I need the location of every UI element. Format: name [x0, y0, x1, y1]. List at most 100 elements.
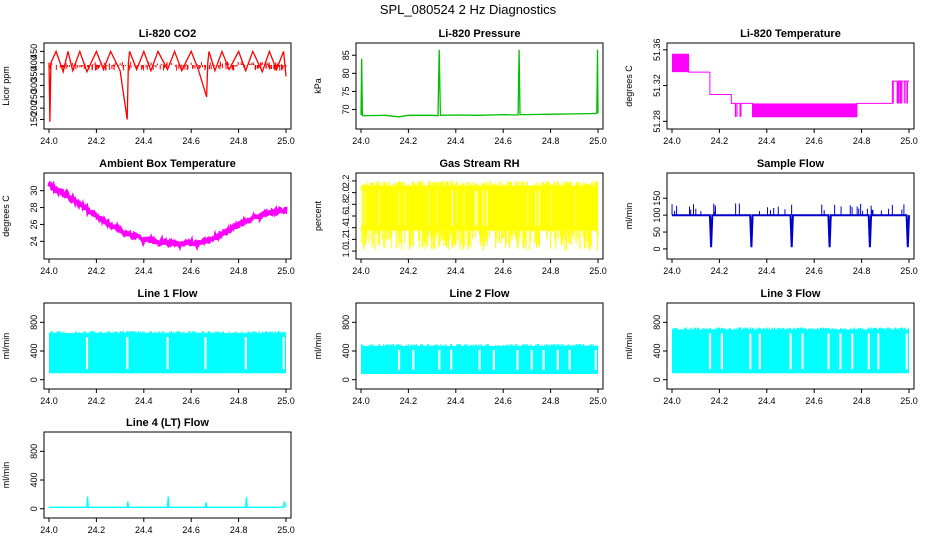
y-tick-label: 0 [652, 246, 662, 251]
y-tick-label: 200 [29, 101, 39, 116]
y-tick-label: 30 [29, 186, 39, 196]
x-tick-label: 24.0 [352, 136, 370, 146]
x-tick-label: 24.2 [711, 136, 729, 146]
chart-title: Sample Flow [757, 158, 825, 170]
x-tick-label: 24.2 [400, 396, 418, 406]
series-gap [85, 337, 89, 370]
x-tick-label: 25.0 [900, 136, 918, 146]
y-tick-label: 0 [29, 377, 39, 382]
x-tick-label: 25.0 [900, 266, 918, 276]
y-axis-label: Licor ppm [1, 66, 11, 106]
x-tick-label: 24.6 [805, 266, 823, 276]
y-tick-label: 450 [29, 44, 39, 59]
series-line [49, 496, 287, 508]
series-gap [556, 350, 559, 370]
x-tick-label: 24.0 [663, 266, 681, 276]
x-tick-label: 24.2 [711, 266, 729, 276]
series-gap [492, 350, 495, 370]
y-tick-label: 0 [29, 506, 39, 511]
y-tick-label: 1.4 [341, 221, 351, 234]
plot-area [360, 180, 599, 251]
x-tick-label: 24.4 [758, 266, 776, 276]
x-tick-label: 25.0 [589, 136, 607, 146]
series-gap [905, 333, 908, 370]
series-line [360, 49, 599, 118]
y-tick-label: 50 [652, 227, 662, 237]
chart-panel-4: Ambient Box Temperature degrees C 24.0 24.2… [1, 158, 295, 276]
x-tick-label: 24.4 [758, 136, 776, 146]
plot-area [671, 327, 910, 374]
y-axis-label: ml/min [624, 333, 634, 360]
x-tick-label: 24.2 [88, 266, 106, 276]
x-tick-label: 24.8 [230, 266, 248, 276]
series-gap [282, 337, 285, 370]
chart-panel-7: Line 1 Flow ml/min 24.0 24.2 24.4 24.6 24.8 25.… [1, 288, 295, 406]
series-gap [438, 350, 441, 370]
y-tick-label: 51.28 [652, 110, 662, 133]
y-tick-label: 400 [29, 55, 39, 70]
y-tick-label: 100 [652, 208, 662, 223]
series-band [361, 185, 598, 231]
x-tick-label: 24.6 [494, 396, 512, 406]
x-tick-label: 24.8 [542, 136, 560, 146]
y-tick-label: 400 [29, 344, 39, 359]
chart-title: Li-820 Temperature [740, 28, 841, 40]
y-tick-label: 300 [29, 78, 39, 93]
x-tick-label: 24.2 [400, 136, 418, 146]
y-tick-label: 150 [652, 191, 662, 206]
chart-title: Line 4 (LT) Flow [126, 417, 209, 429]
x-tick-label: 24.8 [853, 396, 871, 406]
plot-area [360, 49, 599, 118]
x-tick-label: 25.0 [589, 266, 607, 276]
chart-panel-5: Gas Stream RH percent 24.0 24.2 24.4 24.6 24.8… [313, 158, 607, 276]
series-gap [749, 333, 752, 370]
x-tick-label: 24.6 [494, 136, 512, 146]
series-gap [720, 333, 723, 370]
x-tick-label: 24.0 [663, 136, 681, 146]
x-tick-label: 24.6 [805, 136, 823, 146]
series-gap [126, 337, 129, 370]
x-tick-label: 24.4 [758, 396, 776, 406]
series-gap [412, 350, 415, 370]
x-tick-label: 24.2 [400, 266, 418, 276]
plot-frame [43, 172, 292, 260]
series-fill-band [752, 103, 857, 117]
x-tick-label: 24.0 [40, 525, 58, 535]
x-tick-label: 25.0 [277, 266, 295, 276]
chart-panel-10: Line 4 (LT) Flow ml/min 24.0 24.2 24.4 24.6 24… [1, 417, 295, 535]
x-tick-label: 24.4 [135, 266, 153, 276]
chart-panel-2: Li-820 Pressure kPa 24.0 24.2 24.4 24.6 24.8 25… [313, 28, 607, 146]
series-gap [758, 333, 761, 370]
x-tick-label: 24.4 [447, 136, 465, 146]
plot-area [671, 203, 910, 248]
x-tick-label: 24.6 [182, 525, 200, 535]
series-gap [827, 333, 830, 370]
x-tick-label: 24.0 [352, 396, 370, 406]
x-tick-label: 24.4 [135, 525, 153, 535]
x-tick-label: 24.2 [88, 525, 106, 535]
series-gap [397, 350, 401, 370]
y-tick-label: 800 [29, 444, 39, 459]
x-tick-label: 24.8 [230, 136, 248, 146]
x-tick-label: 24.4 [135, 396, 153, 406]
chart-title: Line 1 Flow [138, 288, 198, 300]
chart-title: Li-820 Pressure [439, 28, 521, 40]
plot-frame [43, 431, 292, 519]
y-tick-label: 400 [341, 344, 351, 359]
y-tick-label: 51.36 [652, 39, 662, 62]
chart-panel-8: Line 2 Flow ml/min 24.0 24.2 24.4 24.6 24.8 25.… [313, 288, 607, 406]
y-tick-label: 350 [29, 67, 39, 82]
series-line [47, 180, 288, 252]
series-gap [530, 350, 533, 370]
y-tick-label: 1.6 [341, 210, 351, 223]
plot-frame [666, 302, 915, 390]
plot-area [48, 49, 287, 122]
series-line [672, 214, 910, 248]
y-tick-label: 400 [652, 344, 662, 359]
chart-title: Gas Stream RH [439, 158, 519, 170]
x-tick-label: 25.0 [900, 396, 918, 406]
series-gap [166, 337, 169, 370]
series-gap [244, 337, 247, 370]
y-tick-label: 0 [341, 377, 351, 382]
y-tick-label: 0 [652, 377, 662, 382]
